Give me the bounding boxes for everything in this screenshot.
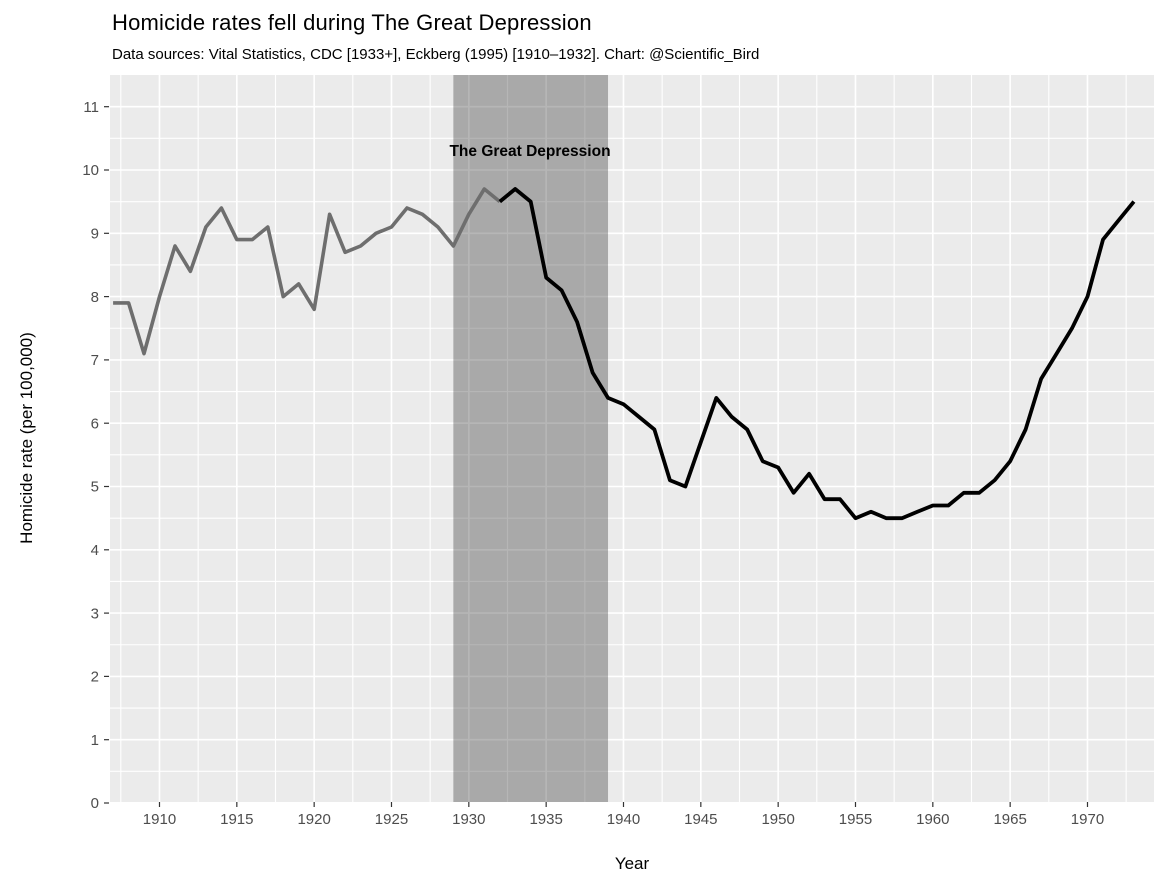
x-tick-label: 1940 (607, 811, 640, 828)
y-tick-label: 10 (82, 162, 99, 179)
x-axis-title: Year (615, 854, 650, 873)
y-tick-label: 5 (91, 479, 99, 496)
chart-series (113, 187, 1136, 521)
y-tick-label: 7 (91, 352, 99, 369)
x-tick-label: 1915 (220, 811, 253, 828)
y-tick-label: 0 (91, 795, 99, 812)
chart-subtitle: Data sources: Vital Statistics, CDC [193… (112, 46, 760, 63)
x-tick-label: 1935 (529, 811, 562, 828)
series-line-cdc (498, 187, 1136, 521)
y-tick-label: 1 (91, 732, 99, 749)
x-tick-label: 1955 (839, 811, 872, 828)
x-tick-label: 1970 (1071, 811, 1104, 828)
y-tick-label: 3 (91, 605, 99, 622)
x-tick-label: 1930 (452, 811, 485, 828)
y-axis-title: Homicide rate (per 100,000) (17, 332, 36, 544)
chart-panel (110, 75, 1154, 802)
x-tick-label: 1925 (375, 811, 408, 828)
x-tick-label: 1965 (993, 811, 1026, 828)
y-tick-label: 9 (91, 226, 99, 243)
x-tick-label: 1910 (143, 811, 176, 828)
panel-background (110, 75, 1154, 802)
chart-axes: 1910 1915 1920 1925 1930 1935 1940 1945 1950 1955… (82, 99, 1104, 828)
x-tick-label: 1945 (684, 811, 717, 828)
x-tick-label: 1960 (916, 811, 949, 828)
chart-title: Homicide rates fell during The Great Dep… (112, 10, 592, 35)
great-depression-annotation: The Great Depression (449, 143, 610, 160)
y-tick-label: 4 (91, 542, 99, 559)
x-tick-label: 1920 (297, 811, 330, 828)
x-tick-label: 1950 (761, 811, 794, 828)
y-tick-label: 8 (91, 289, 99, 306)
y-tick-label: 11 (83, 99, 99, 116)
y-tick-label: 2 (91, 669, 99, 686)
great-depression-band (453, 75, 609, 802)
y-tick-label: 6 (91, 415, 99, 432)
series-line-eckberg (113, 187, 501, 356)
